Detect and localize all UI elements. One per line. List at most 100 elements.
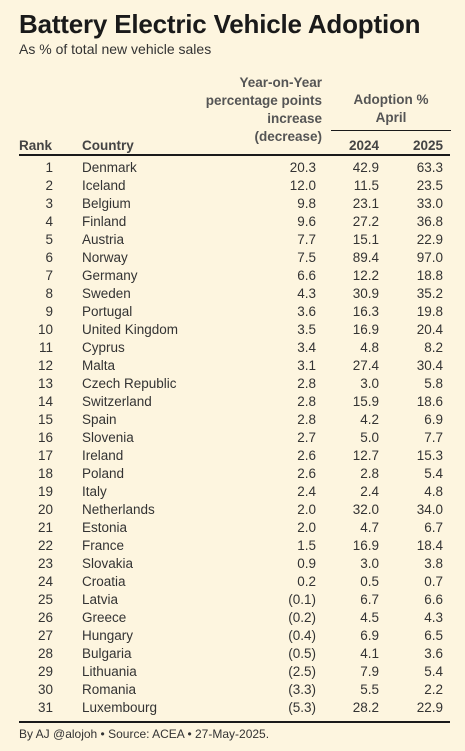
country-cell: Latvia [82,592,119,607]
adoption-2024-cell: 5.0 [360,430,379,445]
country-cell: Denmark [82,160,137,175]
yoy-cell: 6.6 [297,268,316,283]
adoption-2025-cell: 22.9 [416,232,443,247]
adoption-2025-cell: 4.8 [424,484,443,499]
yoy-cell: (5.3) [288,700,316,715]
rank-cell: 26 [37,610,53,625]
yoy-cell: 3.1 [297,358,316,373]
table-row: 9 Portugal 3.6 16.3 19.8 [0,303,465,321]
chart-title: Battery Electric Vehicle Adoption [19,9,421,39]
source-footer: By AJ @alojoh • Source: ACEA • 27-May-20… [19,727,270,741]
rank-cell: 7 [45,268,53,283]
table-row: 27 Hungary (0.4) 6.9 6.5 [0,627,465,645]
rank-cell: 6 [45,250,53,265]
rank-cell: 12 [37,358,53,373]
country-cell: Romania [82,682,137,697]
adoption-2025-cell: 35.2 [416,286,443,301]
adoption-2024-cell: 42.9 [352,160,379,175]
yoy-cell: 2.8 [297,412,316,427]
adoption-2024-cell: 23.1 [352,196,379,211]
adoption-2024-cell: 6.9 [360,628,379,643]
rank-cell: 21 [37,520,53,535]
adoption-2025-cell: 34.0 [416,502,443,517]
table-row: 19 Italy 2.4 2.4 4.8 [0,483,465,501]
yoy-cell: 2.8 [297,394,316,409]
rank-cell: 23 [37,556,53,571]
table-row: 21 Estonia 2.0 4.7 6.7 [0,519,465,537]
adoption-2024-cell: 12.2 [352,268,379,283]
adoption-2025-cell: 97.0 [416,250,443,265]
yoy-cell: (0.5) [288,646,316,661]
rank-column-header: Rank [19,138,53,153]
adoption-2024-cell: 16.9 [352,322,379,337]
rank-cell: 8 [45,286,53,301]
adoption-2024-cell: 27.4 [352,358,379,373]
rank-cell: 16 [37,430,53,445]
table-row: 2 Iceland 12.0 11.5 23.5 [0,177,465,195]
yoy-cell: 2.7 [297,430,316,445]
table-row: 11 Cyprus 3.4 4.8 8.2 [0,339,465,357]
yoy-cell: 2.0 [297,520,316,535]
yoy-cell: 2.4 [297,484,316,499]
year-2024-column-header: 2024 [348,138,379,153]
table-row: 3 Belgium 9.8 23.1 33.0 [0,195,465,213]
adoption-2024-cell: 7.9 [360,664,379,679]
yoy-cell: 0.9 [297,556,316,571]
table-row: 20 Netherlands 2.0 32.0 34.0 [0,501,465,519]
adoption-2024-cell: 6.7 [360,592,379,607]
adoption-2024-cell: 16.3 [352,304,379,319]
adoption-2025-cell: 5.8 [424,376,443,391]
country-cell: Italy [82,484,107,499]
table-row: 5 Austria 7.7 15.1 22.9 [0,231,465,249]
country-cell: Spain [82,412,117,427]
country-cell: Estonia [82,520,128,535]
country-cell: Greece [82,610,127,625]
yoy-cell: 2.0 [297,502,316,517]
yoy-cell: 12.0 [289,178,316,193]
country-cell: Ireland [82,448,124,463]
yoy-cell: 2.6 [297,448,316,463]
adoption-header-line: Adoption % [353,92,429,107]
rank-cell: 25 [37,592,53,607]
footer-rule [19,721,450,723]
adoption-2024-cell: 3.0 [360,556,379,571]
country-cell: Switzerland [82,394,152,409]
yoy-header-line: increase [267,111,322,126]
country-cell: Croatia [82,574,126,589]
yoy-header-line: percentage points [205,93,322,108]
table-row: 6 Norway 7.5 89.4 97.0 [0,249,465,267]
country-cell: Bulgaria [82,646,132,661]
table-row: 17 Ireland 2.6 12.7 15.3 [0,447,465,465]
table-body: 1 Denmark 20.3 42.9 63.3 2 Iceland 12.0 11.5 23.5… [0,159,465,717]
country-cell: Poland [82,466,125,481]
adoption-2024-cell: 12.7 [352,448,379,463]
adoption-2025-cell: 5.4 [424,664,443,679]
adoption-2025-cell: 18.6 [416,394,443,409]
country-cell: Czech Republic [82,376,177,391]
table-row: 18 Poland 2.6 2.8 5.4 [0,465,465,483]
table-row: 23 Slovakia 0.9 3.0 3.8 [0,555,465,573]
country-cell: Hungary [82,628,134,643]
adoption-2024-cell: 2.4 [360,484,379,499]
country-cell: Luxembourg [82,700,158,715]
rank-cell: 17 [37,448,53,463]
yoy-cell: 3.4 [297,340,316,355]
rank-cell: 3 [45,196,53,211]
country-cell: France [82,538,125,553]
adoption-2024-cell: 0.5 [360,574,379,589]
table-row: 24 Croatia 0.2 0.5 0.7 [0,573,465,591]
adoption-2024-cell: 2.8 [360,466,379,481]
adoption-2025-cell: 6.5 [424,628,443,643]
adoption-2025-cell: 6.7 [424,520,443,535]
table-row: 13 Czech Republic 2.8 3.0 5.8 [0,375,465,393]
adoption-2025-cell: 30.4 [416,358,443,373]
table-row: 29 Lithuania (2.5) 7.9 5.4 [0,663,465,681]
rank-cell: 11 [38,340,53,355]
adoption-2024-cell: 15.9 [352,394,379,409]
country-cell: Iceland [82,178,126,193]
country-cell: Finland [82,214,127,229]
adoption-2025-cell: 7.7 [424,430,443,445]
adoption-2024-cell: 30.9 [352,286,379,301]
year-2025-column-header: 2025 [412,138,443,153]
adoption-2025-cell: 23.5 [416,178,443,193]
